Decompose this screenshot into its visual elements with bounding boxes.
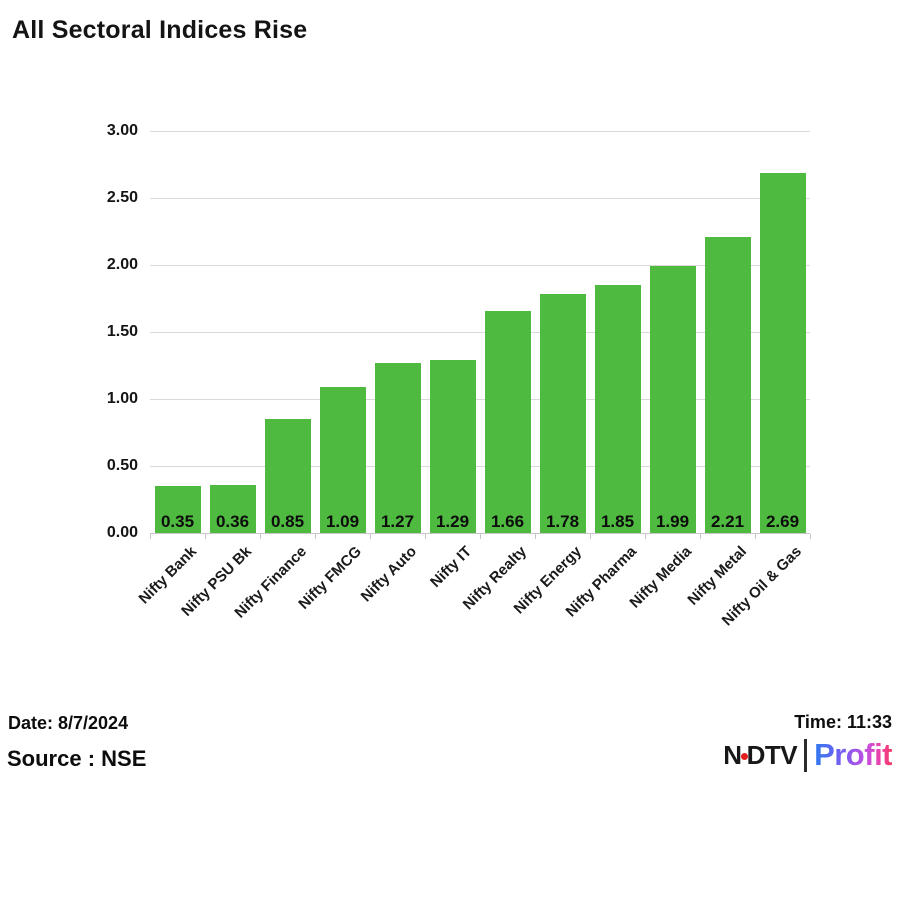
x-tick-label: Nifty Finance (230, 543, 310, 622)
gridline (150, 332, 810, 333)
x-axis-tick (150, 534, 151, 539)
x-tick-label: Nifty FMCG (294, 543, 365, 613)
bar: 0.36 (209, 484, 256, 533)
ndtv-wordmark: N DTV (723, 740, 797, 771)
bar-value-label: 1.99 (655, 511, 690, 531)
x-axis-tick (480, 534, 481, 539)
footer-date: Date: 8/7/2024 (8, 713, 129, 733)
x-tick-label: Nifty Energy (510, 543, 585, 618)
x-tick-label: Nifty Auto (357, 543, 420, 606)
y-tick-label: 1.50 (106, 323, 138, 340)
bar: 1.29 (429, 360, 476, 533)
x-tick-label: Nifty Oil & Gas (718, 543, 805, 630)
bar-value-label: 1.85 (600, 511, 635, 531)
bar-value-label: 2.21 (710, 511, 745, 531)
gridline (150, 198, 810, 199)
x-axis-tick (700, 534, 701, 539)
bar: 1.09 (319, 386, 366, 533)
ndtv-letters-dtv: DTV (746, 739, 798, 770)
x-tick-label: Nifty IT (426, 543, 475, 591)
gridline (150, 466, 810, 467)
x-axis-tick (260, 534, 261, 539)
bar-value-label: 1.66 (490, 511, 525, 531)
bar-value-label: 1.27 (380, 511, 415, 531)
x-axis-tick (425, 534, 426, 539)
gridline (150, 533, 810, 534)
bar-value-label: 1.09 (325, 511, 360, 531)
ndtv-letter-n: N (723, 739, 742, 770)
bar-value-label: 0.35 (160, 511, 195, 531)
x-axis-tick (370, 534, 371, 539)
x-axis-tick (645, 534, 646, 539)
y-tick-label: 2.00 (106, 256, 138, 273)
x-tick-label: Nifty PSU Bk (177, 543, 255, 620)
x-axis-tick (590, 534, 591, 539)
bar: 1.85 (594, 285, 641, 533)
bar: 2.21 (704, 236, 751, 533)
y-tick-label: 3.00 (106, 122, 138, 139)
logo-separator (804, 738, 808, 772)
ndtv-profit-logo: N DTV Profit (723, 737, 892, 773)
x-axis-tick (205, 534, 206, 539)
y-tick-label: 2.50 (106, 189, 138, 206)
bar: 1.78 (539, 294, 586, 533)
footer-time: Time: 11:33 (794, 712, 892, 732)
x-axis-tick (315, 534, 316, 539)
ndtv-red-dot-icon (740, 752, 748, 760)
y-tick-label: 0.50 (106, 457, 138, 474)
bar: 1.99 (649, 266, 696, 533)
gridline (150, 265, 810, 266)
bar: 1.66 (484, 310, 531, 533)
x-tick-label: Nifty Bank (135, 543, 200, 608)
footer-source: Source : NSE (7, 746, 147, 771)
bar-value-label: 0.85 (270, 511, 305, 531)
x-tick-label: Nifty Metal (683, 543, 750, 609)
x-axis-tick (810, 534, 811, 539)
bar: 1.27 (374, 362, 421, 533)
x-tick-label: Nifty Realty (459, 543, 530, 614)
chart-title: All Sectoral Indices Rise (12, 16, 308, 44)
bar: 0.35 (154, 486, 201, 533)
bar-value-label: 1.29 (435, 511, 470, 531)
gridline (150, 399, 810, 400)
gridline (150, 131, 810, 132)
x-axis-tick (755, 534, 756, 539)
bar: 2.69 (759, 172, 806, 533)
bar-value-label: 2.69 (765, 511, 800, 531)
x-tick-label: Nifty Pharma (562, 543, 640, 621)
bar: 0.85 (264, 419, 311, 533)
profit-wordmark: Profit (814, 737, 892, 772)
y-tick-label: 0.00 (106, 524, 138, 541)
x-axis-tick (535, 534, 536, 539)
bar-value-label: 1.78 (545, 511, 580, 531)
y-tick-label: 1.00 (106, 390, 138, 407)
x-tick-label: Nifty Media (625, 543, 695, 612)
bar-value-label: 0.36 (215, 511, 250, 531)
